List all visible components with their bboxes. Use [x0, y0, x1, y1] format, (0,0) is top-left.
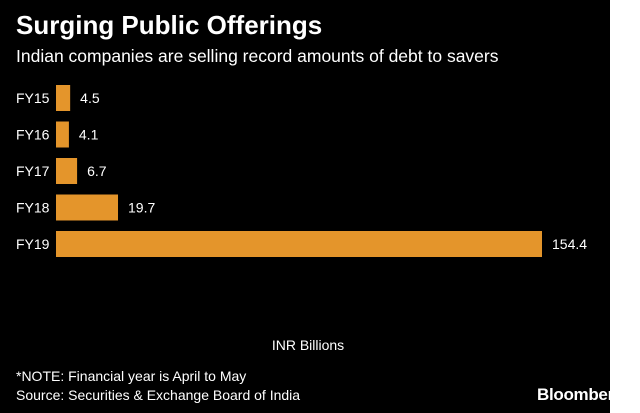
category-label-fy17: FY17 [16, 163, 50, 179]
bar-fy19 [56, 231, 542, 257]
bar-fy15 [56, 85, 71, 111]
chart-subtitle: Indian companies are selling record amou… [16, 46, 499, 66]
bar-fy18 [56, 194, 119, 221]
category-label-fy15: FY15 [16, 90, 50, 106]
x-axis-label: INR Billions [271, 337, 345, 353]
category-label-fy16: FY16 [16, 127, 50, 143]
category-label-fy18: FY18 [16, 200, 50, 216]
value-label-fy16: 4.1 [79, 127, 99, 143]
bloomberg-logo: Bloomberg [536, 385, 624, 404]
chart-title: Surging Public Offerings [16, 10, 323, 40]
source-credit: Source: Securities & Exchange Board of I… [16, 387, 301, 403]
value-label-fy15: 4.5 [80, 90, 100, 106]
bar-chart: FY15 4.5 FY16 4.1 FY17 6.7 FY18 19.7 FY19 154.4 [16, 85, 587, 257]
footnote: *NOTE: Financial year is April to May [16, 368, 247, 384]
bar-fy17 [56, 158, 78, 184]
value-label-fy18: 19.7 [128, 200, 155, 216]
value-label-fy17: 6.7 [87, 163, 107, 179]
bar-fy16 [56, 121, 69, 148]
value-label-fy19: 154.4 [552, 236, 587, 252]
category-label-fy19: FY19 [16, 236, 50, 252]
